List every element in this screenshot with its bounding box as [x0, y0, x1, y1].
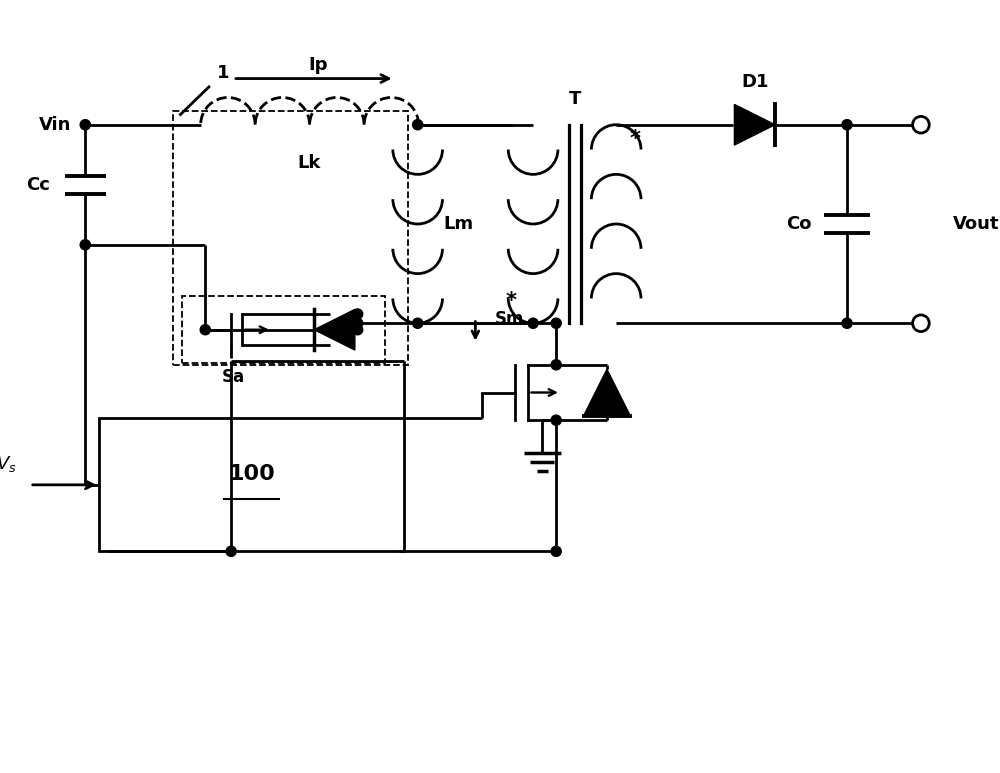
Text: Ip: Ip	[309, 56, 328, 74]
Text: D1: D1	[741, 73, 768, 90]
Circle shape	[226, 547, 236, 557]
Circle shape	[353, 318, 363, 329]
Text: Lk: Lk	[297, 155, 321, 172]
Circle shape	[80, 120, 90, 130]
Circle shape	[551, 547, 561, 557]
Text: T: T	[568, 90, 581, 108]
Circle shape	[413, 318, 423, 329]
Text: 100: 100	[228, 464, 275, 484]
Text: Vout: Vout	[953, 215, 1000, 233]
Text: Sa: Sa	[222, 368, 245, 386]
Circle shape	[551, 318, 561, 329]
Text: Vin: Vin	[39, 116, 71, 134]
Text: *: *	[630, 129, 641, 149]
Circle shape	[842, 120, 852, 130]
Polygon shape	[314, 309, 355, 350]
Circle shape	[80, 240, 90, 250]
Text: 1: 1	[217, 64, 230, 82]
Polygon shape	[584, 369, 630, 416]
Circle shape	[842, 318, 852, 329]
Circle shape	[200, 325, 210, 335]
Text: Sm: Sm	[494, 310, 524, 328]
Circle shape	[551, 415, 561, 425]
Bar	[99, 418, 404, 551]
Circle shape	[413, 120, 423, 130]
Text: Cc: Cc	[26, 175, 50, 194]
Bar	[173, 111, 408, 365]
Circle shape	[353, 325, 363, 335]
Text: $V_s$: $V_s$	[0, 454, 17, 474]
Text: *: *	[505, 291, 516, 311]
Bar	[182, 295, 385, 363]
Text: Lm: Lm	[444, 215, 474, 233]
Polygon shape	[734, 104, 775, 145]
Circle shape	[353, 309, 363, 319]
Circle shape	[528, 318, 538, 329]
Circle shape	[551, 359, 561, 369]
Text: Co: Co	[786, 215, 812, 233]
